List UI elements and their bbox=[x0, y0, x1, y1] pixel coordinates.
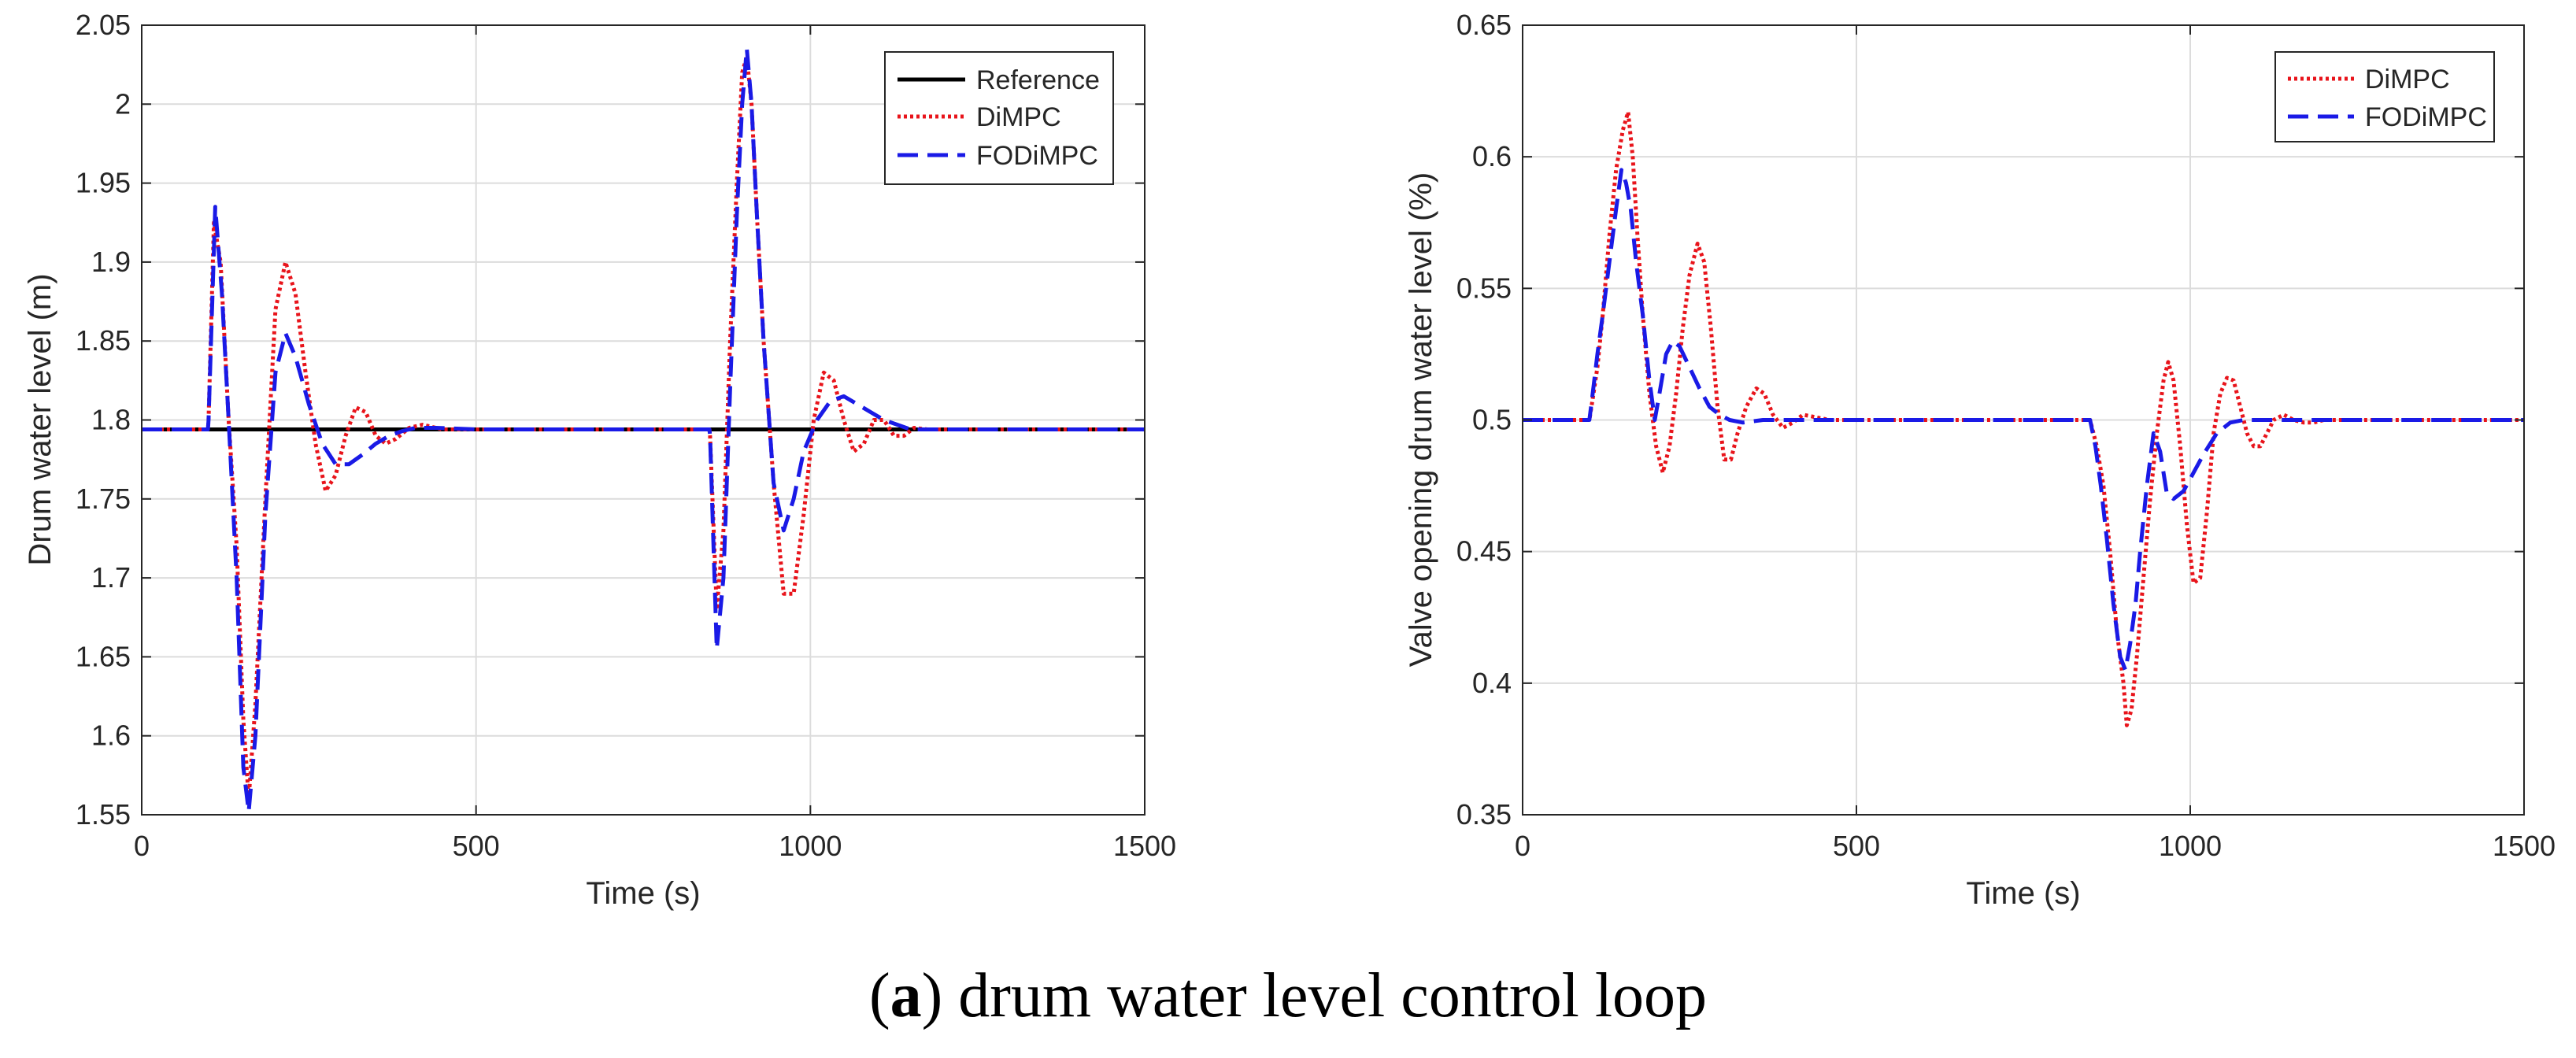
tick-marks: 0 500 1000 1500 1.55 1.6 1.65 1.7 1.75 1.8 1.85 1.9… bbox=[76, 9, 1176, 862]
y-tick-label: 0.45 bbox=[1456, 535, 1512, 568]
tick-marks: 0 500 1000 1500 0.35 0.4 0.45 0.5 0.55 0.6 0.65 bbox=[1456, 9, 2556, 862]
x-tick-label: 500 bbox=[453, 830, 500, 862]
x-tick-label: 1000 bbox=[2159, 830, 2222, 862]
series-line-fodimpc bbox=[1523, 168, 2524, 672]
legend-label-dimpc: DiMPC bbox=[976, 102, 1061, 132]
y-tick-label: 2 bbox=[115, 87, 131, 120]
x-tick-label: 0 bbox=[134, 830, 150, 862]
y-tick-label: 0.6 bbox=[1472, 140, 1512, 172]
x-tick-label: 1500 bbox=[2493, 830, 2556, 862]
chart-drum-water-level: 0 500 1000 1500 1.55 1.6 1.65 1.7 1.75 1.8 1.85 1.9… bbox=[23, 9, 1176, 911]
x-tick-label: 500 bbox=[1833, 830, 1880, 862]
y-tick-label: 0.4 bbox=[1472, 667, 1512, 699]
series-lines bbox=[1523, 109, 2524, 727]
y-tick-label: 0.35 bbox=[1456, 798, 1512, 830]
caption-open-paren: ( bbox=[868, 961, 890, 1030]
x-axis-label: Time (s) bbox=[1966, 876, 2080, 911]
y-tick-label: 1.75 bbox=[76, 483, 131, 515]
legend: DiMPC FODiMPC bbox=[2274, 51, 2495, 142]
y-tick-label: 1.65 bbox=[76, 640, 131, 672]
y-tick-label: 0.55 bbox=[1456, 272, 1512, 304]
y-tick-label: 2.05 bbox=[76, 9, 131, 41]
y-tick-label: 1.95 bbox=[76, 167, 131, 199]
x-tick-label: 0 bbox=[1515, 830, 1530, 862]
legend: Reference DiMPC FODiMPC bbox=[884, 51, 1114, 185]
y-tick-label: 1.85 bbox=[76, 324, 131, 357]
caption-text: ) drum water level control loop bbox=[921, 961, 1708, 1030]
y-tick-label: 1.7 bbox=[91, 561, 131, 594]
legend-label-fodimpc: FODiMPC bbox=[2365, 102, 2487, 132]
series-line-fodimpc bbox=[142, 46, 1145, 814]
x-axis-label: Time (s) bbox=[586, 876, 700, 911]
y-tick-label: 1.55 bbox=[76, 798, 131, 830]
x-tick-label: 1500 bbox=[1113, 830, 1176, 862]
caption-letter: a bbox=[890, 961, 922, 1030]
y-axis-label: Valve opening drum water level (%) bbox=[1404, 172, 1438, 667]
legend-label-dimpc: DiMPC bbox=[2365, 65, 2450, 94]
x-tick-label: 1000 bbox=[779, 830, 842, 862]
legend-box bbox=[2274, 51, 2495, 142]
y-tick-label: 0.65 bbox=[1456, 9, 1512, 41]
legend-label-reference: Reference bbox=[976, 65, 1100, 95]
y-axis-label: Drum water level (m) bbox=[23, 273, 57, 565]
series-lines bbox=[142, 46, 1145, 814]
y-tick-label: 1.8 bbox=[91, 404, 131, 436]
y-tick-label: 1.9 bbox=[91, 246, 131, 278]
y-tick-label: 0.5 bbox=[1472, 404, 1512, 436]
y-tick-label: 1.6 bbox=[91, 720, 131, 752]
legend-label-fodimpc: FODiMPC bbox=[976, 141, 1098, 171]
figure-caption: (a) drum water level control loop bbox=[0, 960, 2576, 1032]
chart-valve-opening: 0 500 1000 1500 0.35 0.4 0.45 0.5 0.55 0.6 0.65 Ti… bbox=[1404, 9, 2556, 911]
